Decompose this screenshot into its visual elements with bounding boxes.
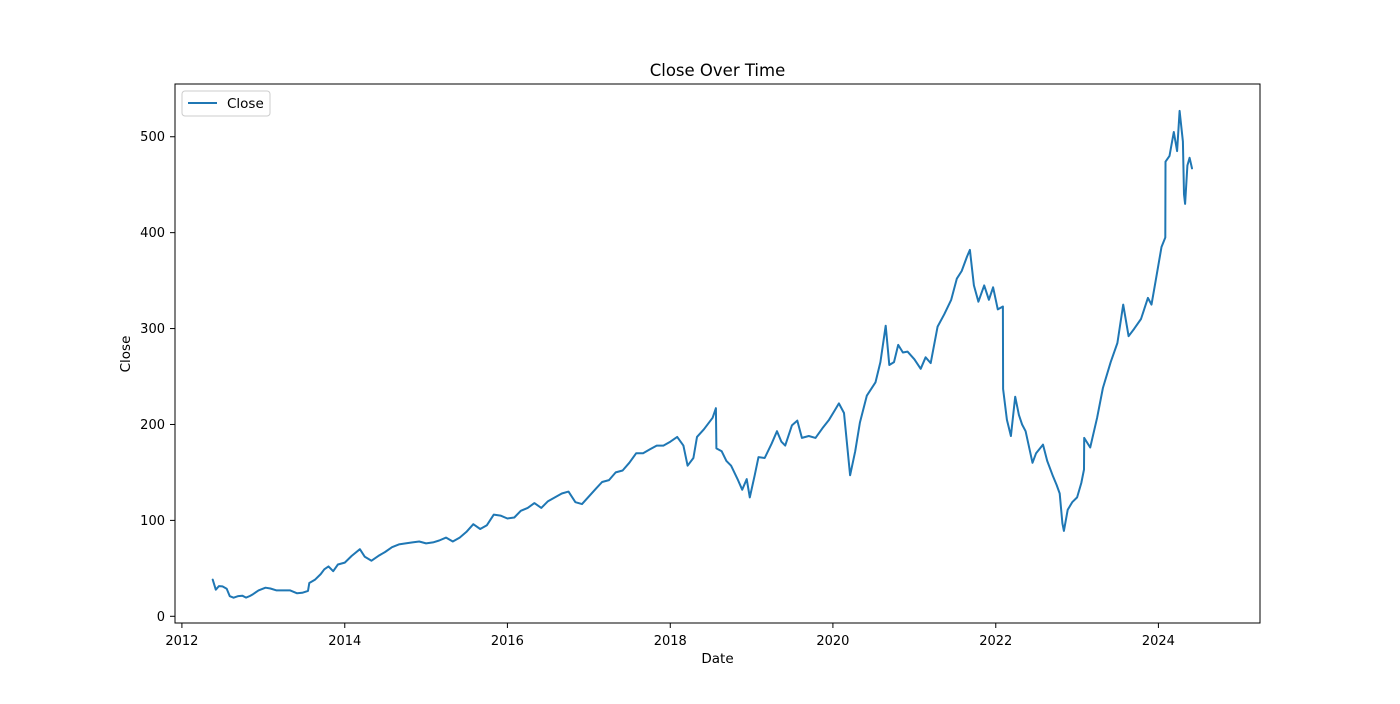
x-tick-label: 2020	[816, 634, 849, 649]
x-tick-label: 2022	[979, 634, 1012, 649]
y-tick-label: 200	[140, 418, 165, 433]
legend: Close	[182, 91, 270, 116]
x-tick-label: 2016	[491, 634, 524, 649]
y-tick-label: 500	[140, 130, 165, 145]
x-tick-label: 2024	[1142, 634, 1175, 649]
chart-title: Close Over Time	[650, 61, 786, 80]
y-tick-label: 100	[140, 514, 165, 529]
x-tick-label: 2018	[654, 634, 687, 649]
y-tick-label: 0	[157, 610, 165, 625]
x-tick-label: 2014	[328, 634, 361, 649]
x-axis-label: Date	[701, 651, 733, 667]
y-axis-label: Close	[118, 336, 134, 373]
y-tick-label: 300	[140, 322, 165, 337]
y-tick-label: 400	[140, 226, 165, 241]
x-tick-label: 2012	[165, 634, 198, 649]
legend-label-close: Close	[227, 96, 264, 112]
